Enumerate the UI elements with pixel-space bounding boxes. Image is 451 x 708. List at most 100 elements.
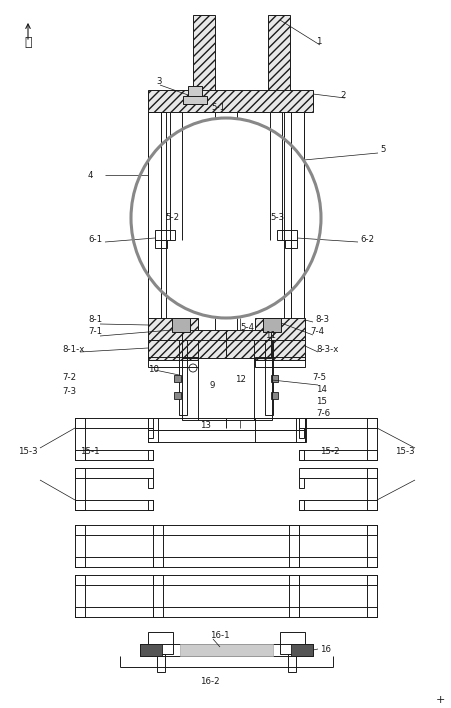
Bar bbox=[147, 430, 304, 442]
Text: 13: 13 bbox=[199, 421, 211, 430]
Text: 7-4: 7-4 bbox=[309, 328, 323, 336]
Text: 7-6: 7-6 bbox=[315, 409, 329, 418]
Bar bbox=[193, 15, 215, 105]
Bar bbox=[290, 112, 304, 357]
Text: 6-2: 6-2 bbox=[359, 236, 373, 244]
Bar bbox=[147, 450, 152, 460]
Text: 8-3-x: 8-3-x bbox=[315, 346, 338, 355]
Bar bbox=[299, 450, 376, 460]
Bar bbox=[262, 318, 281, 332]
Bar bbox=[75, 450, 152, 460]
Bar bbox=[179, 340, 187, 415]
Bar bbox=[147, 478, 152, 488]
Bar bbox=[75, 525, 85, 567]
Text: 15-2: 15-2 bbox=[319, 447, 339, 457]
Text: 9: 9 bbox=[210, 380, 215, 389]
Bar bbox=[299, 557, 376, 567]
Text: 8-1: 8-1 bbox=[88, 316, 102, 324]
Bar bbox=[254, 357, 304, 367]
Text: 8-1-x: 8-1-x bbox=[62, 346, 84, 355]
Bar bbox=[276, 230, 296, 240]
Text: 6-1: 6-1 bbox=[88, 236, 102, 244]
Text: 5-1: 5-1 bbox=[211, 103, 225, 113]
Bar bbox=[156, 654, 165, 672]
Bar bbox=[366, 575, 376, 617]
Bar bbox=[188, 86, 202, 102]
Bar bbox=[147, 418, 304, 430]
Text: 5-4: 5-4 bbox=[239, 324, 253, 333]
Bar bbox=[264, 340, 272, 415]
Bar bbox=[299, 450, 304, 460]
Bar bbox=[366, 525, 376, 567]
Bar bbox=[174, 375, 180, 382]
Bar bbox=[147, 418, 158, 442]
Bar bbox=[299, 525, 376, 535]
Bar bbox=[279, 632, 304, 654]
Bar bbox=[299, 418, 376, 428]
Bar bbox=[267, 15, 290, 105]
Bar bbox=[161, 112, 166, 357]
Bar bbox=[75, 525, 152, 535]
Bar bbox=[147, 500, 152, 510]
Bar bbox=[140, 644, 312, 656]
Bar bbox=[254, 340, 304, 360]
Bar bbox=[172, 318, 189, 332]
Bar bbox=[271, 392, 277, 399]
Text: 2: 2 bbox=[339, 91, 345, 100]
Bar bbox=[147, 428, 152, 438]
Bar bbox=[254, 430, 304, 442]
Bar bbox=[75, 607, 152, 617]
Bar bbox=[75, 418, 152, 428]
Bar bbox=[147, 112, 161, 357]
Bar bbox=[152, 525, 299, 535]
Bar bbox=[288, 525, 299, 567]
Bar bbox=[183, 96, 207, 104]
Bar bbox=[75, 418, 85, 460]
Text: 5-3: 5-3 bbox=[269, 214, 284, 222]
Text: 3: 3 bbox=[156, 77, 161, 86]
Bar bbox=[285, 240, 296, 248]
Bar bbox=[299, 478, 304, 488]
Bar bbox=[147, 90, 312, 112]
Text: 16-1: 16-1 bbox=[210, 632, 229, 641]
Bar bbox=[152, 575, 299, 585]
Bar bbox=[283, 112, 290, 357]
Bar bbox=[299, 428, 304, 438]
Text: 12: 12 bbox=[235, 375, 245, 384]
Bar bbox=[152, 575, 163, 617]
Text: 1: 1 bbox=[315, 38, 321, 47]
Bar bbox=[147, 318, 198, 340]
Text: 10: 10 bbox=[147, 365, 159, 375]
Bar bbox=[288, 575, 299, 617]
Bar bbox=[295, 418, 305, 442]
Text: 7-5: 7-5 bbox=[311, 374, 326, 382]
Bar bbox=[287, 654, 295, 672]
Bar bbox=[299, 500, 376, 510]
Bar bbox=[174, 392, 180, 399]
Bar bbox=[152, 557, 299, 567]
Bar bbox=[271, 375, 277, 382]
Bar bbox=[299, 607, 376, 617]
Text: 15-1: 15-1 bbox=[80, 447, 99, 457]
Text: 11: 11 bbox=[264, 331, 276, 340]
Text: 7-2: 7-2 bbox=[62, 374, 76, 382]
Text: 上: 上 bbox=[24, 35, 32, 49]
Bar bbox=[152, 525, 163, 567]
Bar bbox=[155, 240, 166, 248]
Bar bbox=[140, 644, 161, 656]
Bar bbox=[155, 230, 175, 240]
Bar bbox=[179, 644, 272, 656]
Bar bbox=[182, 330, 226, 358]
Bar bbox=[75, 468, 85, 510]
Bar bbox=[147, 632, 173, 654]
Bar bbox=[299, 575, 376, 585]
Text: 16: 16 bbox=[319, 646, 330, 654]
Bar bbox=[152, 607, 299, 617]
Bar bbox=[75, 468, 152, 478]
Bar bbox=[254, 418, 304, 430]
Bar bbox=[299, 500, 304, 510]
Text: +: + bbox=[434, 695, 444, 705]
Text: 15-3: 15-3 bbox=[394, 447, 414, 457]
Text: 15: 15 bbox=[315, 397, 326, 406]
Text: 16-2: 16-2 bbox=[200, 677, 219, 685]
